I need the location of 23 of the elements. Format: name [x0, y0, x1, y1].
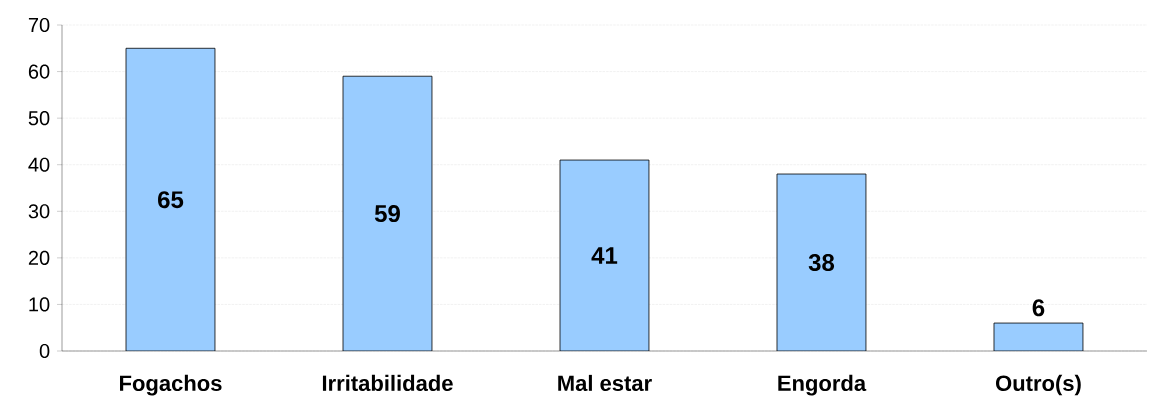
data-label: 59	[374, 205, 400, 223]
y-tick-label: 50	[28, 111, 50, 126]
x-tick-label: Engorda	[778, 374, 867, 396]
y-tick-label: 60	[28, 64, 50, 79]
data-label: 41	[591, 247, 618, 264]
data-label: 65	[158, 191, 184, 209]
bar	[559, 159, 650, 351]
x-tick-label: Irritabilidade	[322, 374, 453, 392]
bar	[125, 47, 216, 351]
y-tick-label: 40	[28, 157, 50, 172]
x-tick-label: Outro(s)	[995, 374, 1081, 396]
data-label: 6	[1032, 299, 1045, 317]
y-tick-label: 70	[28, 17, 50, 33]
y-tick-label: 0	[39, 343, 50, 359]
x-tick-label: Fogachos	[120, 374, 222, 396]
bar	[993, 322, 1084, 351]
y-tick-label: 20	[28, 250, 50, 265]
y-tick-label: 10	[29, 297, 50, 312]
x-tick-label: Mal estar	[558, 374, 652, 392]
data-label: 38	[808, 253, 835, 272]
bar	[776, 173, 867, 351]
bar	[342, 75, 433, 351]
y-tick-label: 30	[28, 204, 50, 219]
